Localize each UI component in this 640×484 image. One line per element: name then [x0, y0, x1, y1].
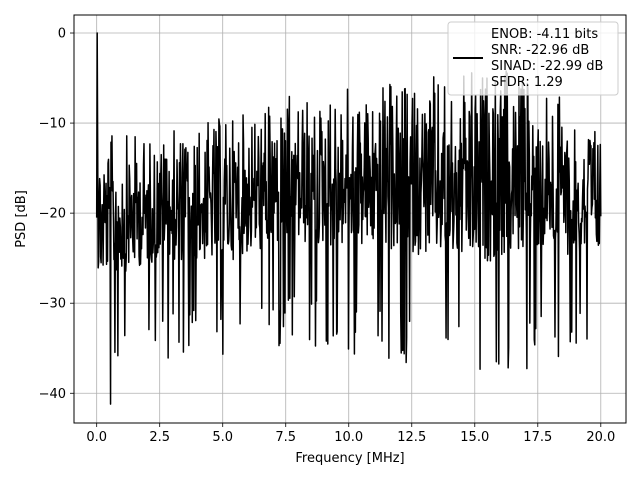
y-tick-label: −40 — [39, 387, 66, 402]
x-tick-label: 17.5 — [523, 430, 552, 445]
legend-enob: ENOB: -4.11 bits — [491, 27, 598, 42]
x-tick-label: 10.0 — [334, 430, 363, 445]
legend-snr: SNR: -22.96 dB — [491, 43, 589, 58]
x-ticks: 0.0 2.5 5.0 7.5 10.0 12.5 15.0 17.5 20.0 — [86, 423, 615, 445]
legend-box — [447, 21, 619, 96]
x-tick-label: 20.0 — [586, 430, 615, 445]
x-tick-label: 5.0 — [212, 430, 233, 445]
y-tick-label: −30 — [39, 297, 66, 312]
legend-sinad: SINAD: -22.99 dB — [491, 59, 603, 74]
x-tick-label: 0.0 — [86, 430, 107, 445]
plot-frame — [73, 14, 627, 424]
x-tick-label: 7.5 — [275, 430, 296, 445]
y-ticks: 0 −10 −20 −30 −40 — [39, 27, 74, 402]
series-layer — [95, 32, 602, 405]
y-axis-label: PSD [dB] — [14, 190, 29, 248]
y-tick-label: 0 — [58, 27, 66, 42]
psd-series-line — [95, 32, 602, 405]
y-tick-label: −20 — [39, 207, 66, 222]
legend: ENOB: -4.11 bits SNR: -22.96 dB SINAD: -… — [447, 21, 619, 96]
x-tick-label: 12.5 — [397, 430, 426, 445]
x-tick-label: 2.5 — [149, 430, 170, 445]
y-tick-label: −10 — [39, 117, 66, 132]
x-axis-label: Frequency [MHz] — [295, 451, 404, 466]
x-tick-label: 15.0 — [460, 430, 489, 445]
legend-sfdr: SFDR: 1.29 — [491, 75, 563, 90]
